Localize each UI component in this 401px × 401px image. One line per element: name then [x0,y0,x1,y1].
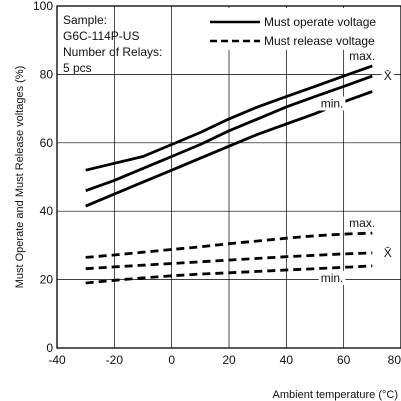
y-tick-label: 20 [40,273,54,287]
y-tick-labels: 0 20 40 60 80 100 [33,0,53,355]
series-label-bg [318,96,346,111]
series-label-bg [381,69,394,84]
series-label-mean: X̄ [384,246,392,260]
x-tick-label: -40 [48,353,66,367]
x-tick-label: 60 [337,353,351,367]
x-tick-labels: -40 -20 0 20 40 60 80 [48,353,401,367]
legend-background [205,8,397,50]
x-axis-label: Ambient temperature (°C) [273,389,398,401]
note-line-1: Sample: [63,13,107,27]
sample-notes: Sample: G6C-114P-US Number of Relays: 5 … [63,13,162,75]
y-tick-label: 80 [40,67,54,81]
series-label-bg [347,48,378,63]
series-label-bg [347,216,378,231]
x-tick-label: 0 [168,353,175,367]
y-tick-label: 100 [33,0,53,13]
series-label-min: min. [321,271,344,285]
x-tick-label: -20 [106,353,124,367]
y-tick-label: 40 [40,204,54,218]
legend: Must operate voltage Must release voltag… [205,8,397,50]
series-labels: max. X̄ min. max. X̄ min. [318,48,394,285]
series-line-operate-1 [85,74,373,193]
note-line-2: G6C-114P-US [63,29,139,43]
x-tick-label: 40 [280,353,294,367]
series-line-release-5 [85,264,373,285]
series-label-max: max. [349,49,375,63]
series-line-release-3 [85,231,373,259]
x-tick-label: 20 [222,353,236,367]
series-label-bg [381,245,394,260]
series-label-min: min. [321,97,344,111]
legend-label-operate: Must operate voltage [264,15,376,29]
x-tick-label: 80 [388,353,401,367]
series-line-operate-0 [85,64,373,172]
legend-label-release: Must release voltage [264,34,375,48]
series-label-mean: X̄ [384,69,392,83]
y-tick-label: 60 [40,136,54,150]
y-axis-label: Must Operate and Must Release voltages (… [14,66,26,289]
y-tick-label: 0 [46,341,53,355]
series-label-bg [318,270,346,285]
series-label-max: max. [349,216,375,230]
series-line-release-4 [85,251,373,271]
note-line-3: Number of Relays: [63,45,162,59]
note-line-4: 5 pcs [63,61,92,75]
